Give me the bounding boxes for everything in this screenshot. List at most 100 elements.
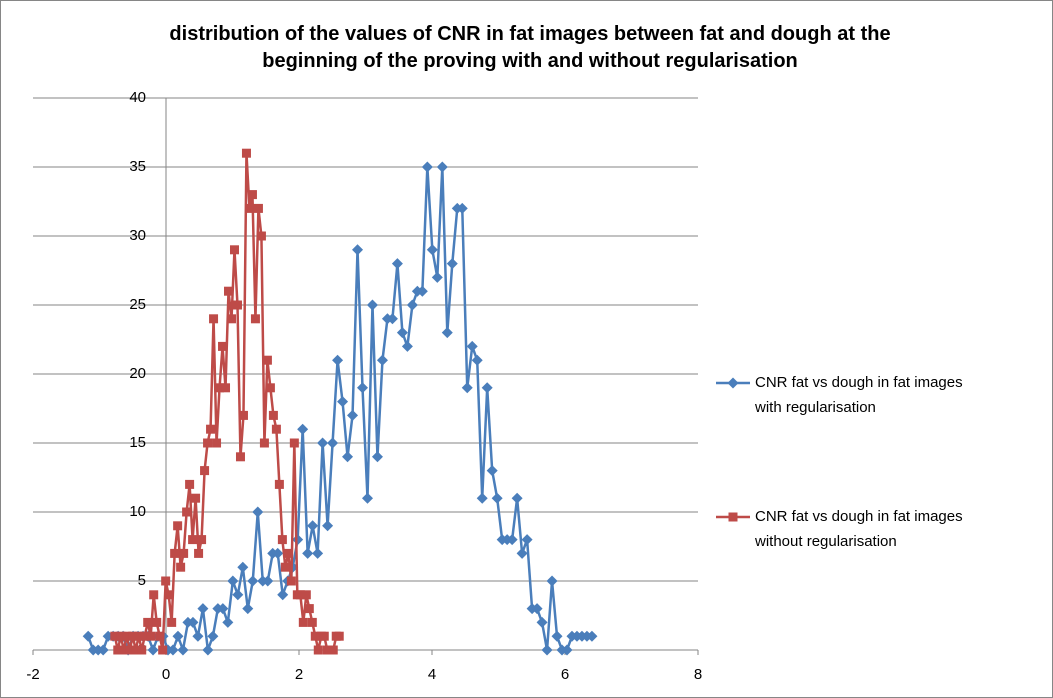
x-tick-label: 2 bbox=[295, 666, 303, 683]
data-point bbox=[292, 534, 304, 546]
legend-label: CNR fat vs dough in fat images without re… bbox=[754, 508, 963, 550]
data-point bbox=[361, 492, 373, 504]
data-point bbox=[307, 617, 317, 627]
data-point bbox=[256, 231, 266, 241]
data-point bbox=[247, 190, 257, 200]
data-point bbox=[252, 506, 264, 518]
data-point bbox=[313, 645, 323, 655]
data-point bbox=[461, 382, 473, 394]
data-point bbox=[272, 547, 284, 559]
data-point bbox=[516, 547, 528, 559]
data-point bbox=[274, 479, 284, 489]
data-point bbox=[531, 603, 543, 615]
data-point bbox=[301, 590, 311, 600]
data-point bbox=[386, 313, 398, 325]
data-point bbox=[280, 562, 290, 572]
data-point bbox=[158, 645, 168, 655]
data-point bbox=[319, 631, 329, 641]
data-point bbox=[164, 590, 174, 600]
data-point bbox=[328, 645, 338, 655]
data-point bbox=[197, 535, 207, 545]
data-point bbox=[215, 383, 225, 393]
data-point bbox=[541, 644, 553, 656]
data-point bbox=[177, 644, 189, 656]
data-point bbox=[511, 492, 523, 504]
data-point bbox=[203, 438, 213, 448]
data-point bbox=[224, 286, 234, 296]
data-point bbox=[125, 645, 135, 655]
data-point bbox=[221, 383, 231, 393]
data-point bbox=[229, 245, 239, 255]
data-point bbox=[185, 479, 195, 489]
series-line bbox=[113, 151, 340, 652]
data-point bbox=[218, 341, 228, 351]
data-point bbox=[283, 548, 293, 558]
data-point bbox=[134, 631, 144, 641]
data-point bbox=[536, 616, 548, 628]
data-point bbox=[371, 451, 383, 463]
x-tick-label: 8 bbox=[694, 666, 702, 683]
data-point bbox=[149, 590, 159, 600]
data-point bbox=[277, 535, 287, 545]
data-point bbox=[426, 244, 438, 256]
data-point bbox=[332, 354, 344, 366]
y-tick-label: 30 bbox=[129, 227, 146, 244]
data-point bbox=[416, 285, 428, 297]
y-tick-label: 20 bbox=[129, 365, 146, 382]
data-point bbox=[137, 645, 147, 655]
data-point bbox=[167, 644, 179, 656]
data-point bbox=[406, 299, 418, 311]
data-point bbox=[207, 630, 219, 642]
x-tick-label: -2 bbox=[26, 666, 39, 683]
data-point bbox=[307, 520, 319, 532]
data-point bbox=[172, 630, 184, 642]
data-point bbox=[161, 576, 171, 586]
data-point bbox=[259, 438, 269, 448]
data-point bbox=[334, 631, 344, 641]
data-point bbox=[268, 410, 278, 420]
data-point bbox=[471, 354, 483, 366]
data-point bbox=[310, 631, 320, 641]
data-point bbox=[491, 492, 503, 504]
x-tick-label: 4 bbox=[428, 666, 436, 683]
data-point bbox=[140, 631, 150, 641]
data-point bbox=[521, 534, 533, 546]
data-point bbox=[391, 258, 403, 270]
data-point bbox=[232, 300, 242, 310]
data-point bbox=[209, 314, 219, 324]
data-point bbox=[191, 493, 201, 503]
data-point bbox=[265, 383, 275, 393]
data-point bbox=[188, 535, 198, 545]
data-point bbox=[170, 548, 180, 558]
data-point bbox=[197, 603, 209, 615]
data-point bbox=[244, 203, 254, 213]
data-point bbox=[179, 548, 189, 558]
data-point bbox=[110, 631, 120, 641]
data-point bbox=[147, 644, 159, 656]
data-point bbox=[202, 644, 214, 656]
data-point bbox=[337, 396, 349, 408]
data-point bbox=[241, 148, 251, 158]
data-point bbox=[486, 465, 498, 477]
data-point bbox=[82, 630, 94, 642]
legend-marker bbox=[728, 512, 738, 522]
data-point bbox=[357, 382, 369, 394]
data-point bbox=[342, 451, 354, 463]
data-point bbox=[481, 382, 493, 394]
data-point bbox=[242, 603, 254, 615]
data-point bbox=[456, 202, 468, 214]
data-point bbox=[227, 575, 239, 587]
data-point bbox=[446, 258, 458, 270]
y-tick-label: 15 bbox=[129, 434, 146, 451]
data-point bbox=[546, 575, 558, 587]
data-point bbox=[466, 340, 478, 352]
data-point bbox=[317, 437, 329, 449]
data-point bbox=[97, 644, 109, 656]
data-point bbox=[262, 575, 274, 587]
data-point bbox=[347, 409, 359, 421]
data-point bbox=[217, 603, 229, 615]
y-tick-label: 25 bbox=[129, 296, 146, 313]
y-tick-label: 35 bbox=[129, 158, 146, 175]
